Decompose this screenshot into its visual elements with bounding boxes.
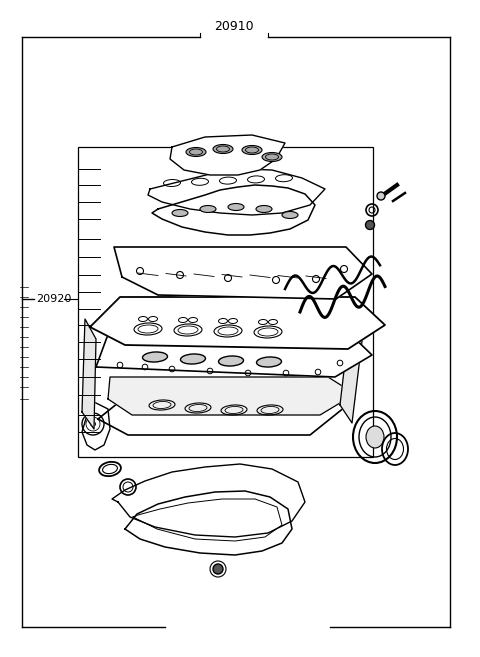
Ellipse shape <box>180 354 205 364</box>
Polygon shape <box>114 247 372 299</box>
Ellipse shape <box>256 357 281 367</box>
Circle shape <box>213 564 223 574</box>
Ellipse shape <box>143 352 168 362</box>
Ellipse shape <box>172 210 188 217</box>
Polygon shape <box>170 135 285 175</box>
Ellipse shape <box>213 145 233 154</box>
Polygon shape <box>82 319 96 429</box>
Text: 20910: 20910 <box>214 20 254 34</box>
Polygon shape <box>96 329 372 377</box>
Circle shape <box>377 192 385 200</box>
Ellipse shape <box>366 426 384 448</box>
Text: 20920: 20920 <box>36 294 72 304</box>
Polygon shape <box>148 169 325 215</box>
Ellipse shape <box>186 148 206 156</box>
Polygon shape <box>108 377 355 415</box>
Ellipse shape <box>218 356 243 366</box>
Polygon shape <box>90 297 385 349</box>
Ellipse shape <box>282 212 298 219</box>
Circle shape <box>91 422 96 426</box>
Ellipse shape <box>242 145 262 154</box>
Polygon shape <box>98 379 355 435</box>
Bar <box>78 147 373 457</box>
Ellipse shape <box>256 206 272 212</box>
Ellipse shape <box>200 206 216 212</box>
Polygon shape <box>340 319 362 423</box>
Circle shape <box>365 221 374 229</box>
Ellipse shape <box>228 204 244 210</box>
Ellipse shape <box>262 152 282 162</box>
